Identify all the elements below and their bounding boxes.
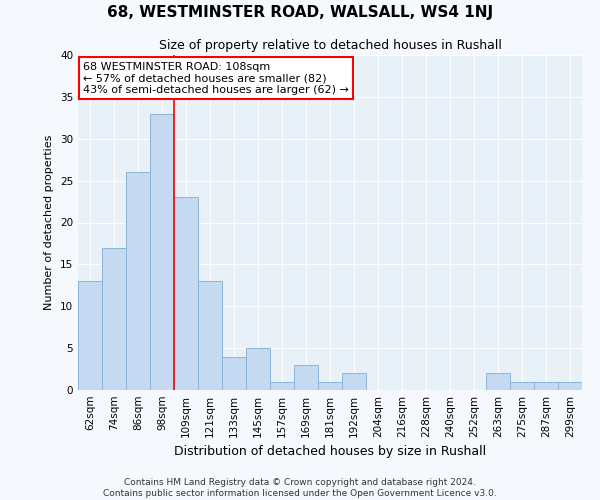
Y-axis label: Number of detached properties: Number of detached properties <box>44 135 55 310</box>
Bar <box>78 281 102 390</box>
Bar <box>150 114 174 390</box>
Text: 68 WESTMINSTER ROAD: 108sqm
← 57% of detached houses are smaller (82)
43% of sem: 68 WESTMINSTER ROAD: 108sqm ← 57% of det… <box>83 62 349 95</box>
Bar <box>534 382 558 390</box>
Bar <box>102 248 126 390</box>
Bar <box>246 348 270 390</box>
Bar <box>126 172 150 390</box>
Bar <box>558 382 582 390</box>
Bar <box>318 382 342 390</box>
Bar <box>486 373 510 390</box>
Bar <box>510 382 534 390</box>
Bar <box>174 198 198 390</box>
Bar <box>294 365 318 390</box>
Text: 68, WESTMINSTER ROAD, WALSALL, WS4 1NJ: 68, WESTMINSTER ROAD, WALSALL, WS4 1NJ <box>107 5 493 20</box>
Bar <box>270 382 294 390</box>
Bar <box>342 373 366 390</box>
Title: Size of property relative to detached houses in Rushall: Size of property relative to detached ho… <box>158 40 502 52</box>
X-axis label: Distribution of detached houses by size in Rushall: Distribution of detached houses by size … <box>174 446 486 458</box>
Bar <box>198 281 222 390</box>
Bar <box>222 356 246 390</box>
Text: Contains HM Land Registry data © Crown copyright and database right 2024.
Contai: Contains HM Land Registry data © Crown c… <box>103 478 497 498</box>
